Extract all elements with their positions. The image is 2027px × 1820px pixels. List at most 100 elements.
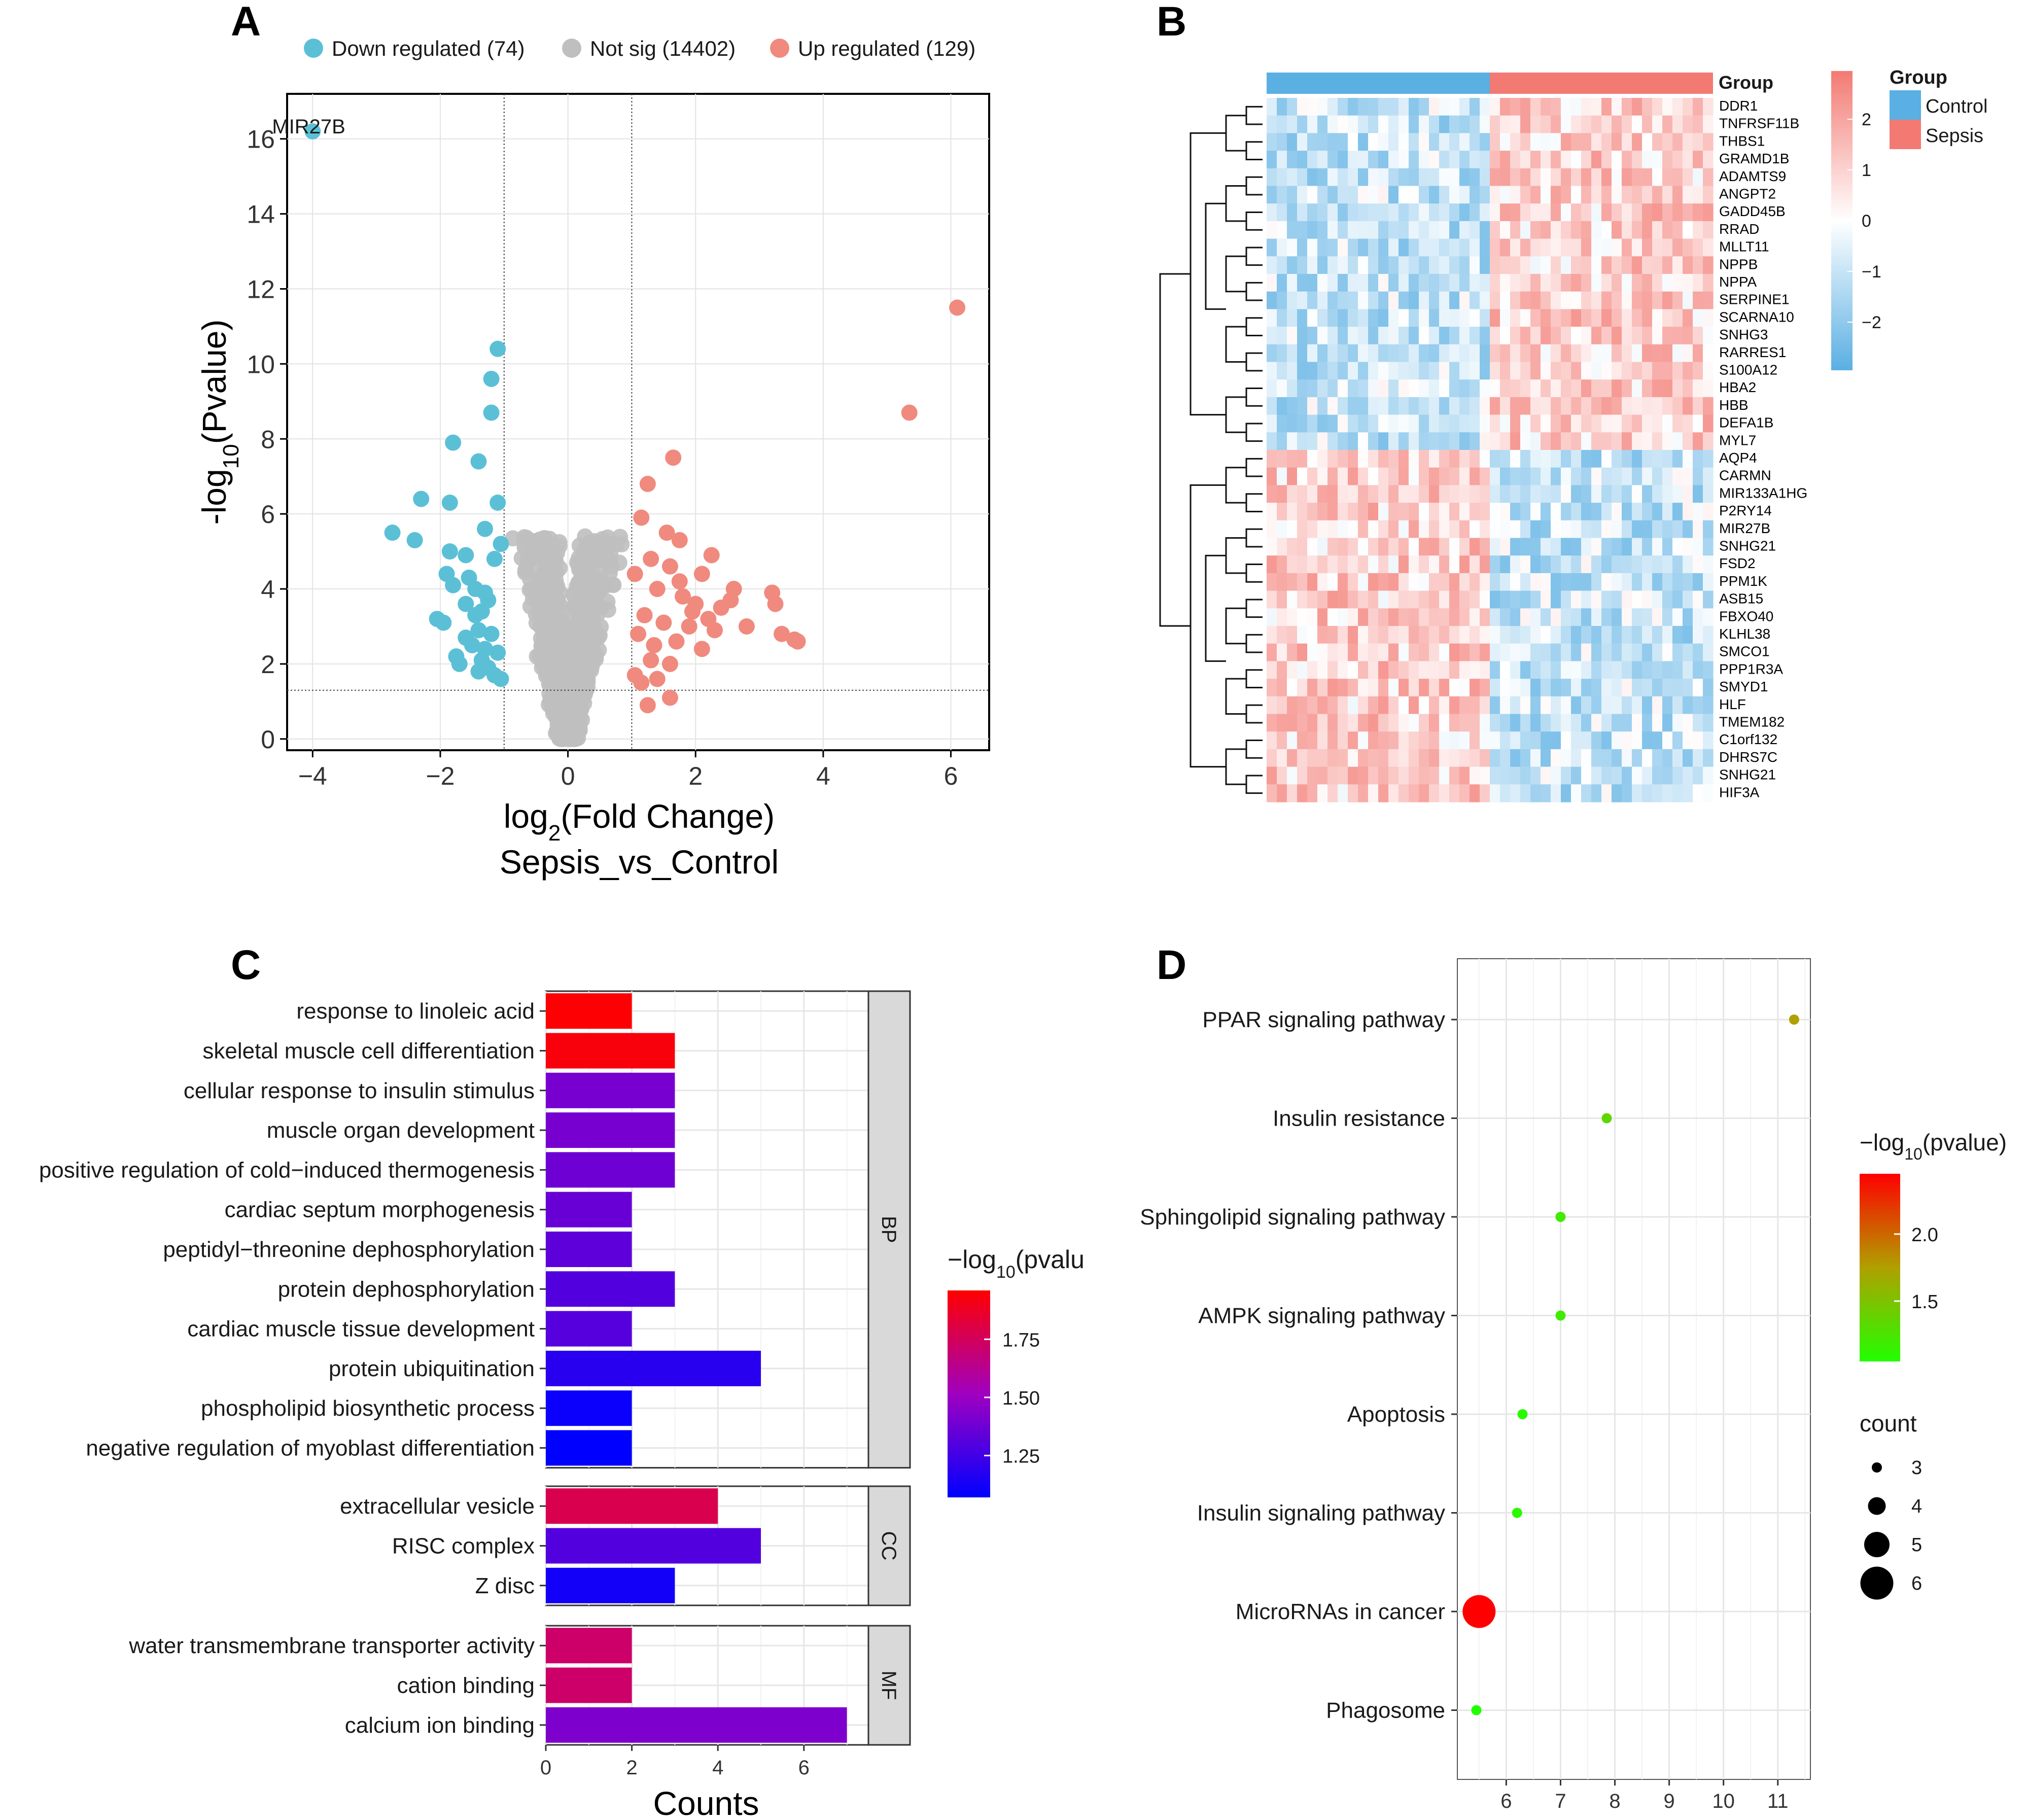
heatmap-cell xyxy=(1551,784,1561,802)
heatmap-cell xyxy=(1368,679,1379,697)
heatmap-cell xyxy=(1571,573,1582,591)
heatmap-cell xyxy=(1429,397,1440,415)
heatmap-cell xyxy=(1530,344,1541,363)
heatmap-cell xyxy=(1683,679,1693,697)
heatmap-cell xyxy=(1541,115,1551,133)
kegg-size-title: count xyxy=(1860,1410,1917,1437)
kegg-x-tick-label: 6 xyxy=(1500,1790,1512,1812)
heatmap-cell xyxy=(1307,133,1318,151)
heatmap-cell xyxy=(1601,784,1612,802)
dendrogram-branch xyxy=(1225,537,1246,574)
heatmap-cell xyxy=(1307,538,1318,556)
heatmap-cell xyxy=(1327,503,1338,521)
heatmap-cell xyxy=(1571,168,1582,187)
up-point xyxy=(649,581,666,598)
heatmap-cell xyxy=(1541,538,1551,556)
heatmap-cell xyxy=(1378,450,1389,468)
heatmap-cell xyxy=(1510,238,1521,257)
heatmap-cell xyxy=(1297,203,1308,222)
heatmap-cell xyxy=(1561,432,1571,450)
heatmap-cell xyxy=(1551,714,1561,732)
heatmap-cell xyxy=(1378,133,1389,151)
heatmap-cell xyxy=(1652,256,1663,274)
heatmap-cell xyxy=(1470,397,1480,415)
heatmap-cell xyxy=(1581,573,1592,591)
heatmap-cell xyxy=(1591,379,1602,398)
go-term-label: negative regulation of myoblast differen… xyxy=(86,1436,535,1460)
up-point xyxy=(661,689,678,706)
heatmap-cell xyxy=(1530,203,1541,222)
go-term-label: extracellular vesicle xyxy=(340,1494,535,1519)
heatmap-cell xyxy=(1672,151,1683,169)
dendrogram-branch xyxy=(1205,554,1226,662)
heatmap-cell xyxy=(1662,503,1673,521)
dendrogram-branch xyxy=(1225,748,1246,785)
heatmap-cell xyxy=(1652,397,1663,415)
heatmap-cell xyxy=(1571,538,1582,556)
heatmap-cell xyxy=(1358,397,1369,415)
heatmap-cell xyxy=(1419,186,1429,204)
heatmap-cell xyxy=(1561,485,1571,503)
heatmap-cell xyxy=(1490,379,1500,398)
heatmap-cell xyxy=(1409,450,1419,468)
heatmap-cell xyxy=(1632,203,1642,222)
heatmap-cell xyxy=(1622,590,1632,609)
heatmap-cell xyxy=(1378,590,1389,609)
heatmap-cell xyxy=(1561,450,1571,468)
heatmap-cell xyxy=(1368,538,1379,556)
go-color-tick-label: 1.25 xyxy=(1002,1446,1040,1467)
heatmap-cell xyxy=(1429,520,1440,539)
heatmap-cell xyxy=(1307,238,1318,257)
heatmap-cell xyxy=(1388,643,1399,661)
heatmap-cell xyxy=(1683,344,1693,363)
heatmap-cell xyxy=(1327,362,1338,380)
heatmap-cell xyxy=(1601,344,1612,363)
heatmap-cell xyxy=(1662,379,1673,398)
heatmap-cell xyxy=(1419,573,1429,591)
heatmap-cell xyxy=(1571,186,1582,204)
heatmap-cell xyxy=(1632,784,1642,802)
heatmap-cell xyxy=(1500,696,1511,715)
heatmap-cell xyxy=(1571,679,1582,697)
heatmap-cell xyxy=(1581,168,1592,187)
heatmap-cell xyxy=(1317,555,1328,574)
heatmap-cell xyxy=(1459,238,1470,257)
heatmap-cell xyxy=(1267,555,1277,574)
heatmap-cell xyxy=(1703,626,1714,644)
heatmap-cell xyxy=(1409,274,1419,292)
heatmap-cell xyxy=(1581,379,1592,398)
heatmap-cell xyxy=(1612,503,1622,521)
heatmap-cell xyxy=(1642,766,1653,785)
heatmap-cell xyxy=(1652,766,1663,785)
heatmap-cell xyxy=(1327,590,1338,609)
heatmap-cell xyxy=(1530,274,1541,292)
heatmap-cell xyxy=(1287,98,1298,116)
heatmap-cell xyxy=(1520,432,1531,450)
kegg-gridlines xyxy=(1457,959,1810,1779)
heatmap-cell xyxy=(1317,238,1328,257)
heatmap-cell xyxy=(1683,362,1693,380)
heatmap-cell xyxy=(1470,432,1480,450)
heatmap-cell xyxy=(1307,151,1318,169)
heatmap-cell xyxy=(1338,115,1348,133)
heatmap-cell xyxy=(1267,327,1277,345)
notsig-point xyxy=(566,587,582,604)
dendrogram-leaf-pair xyxy=(1245,669,1263,688)
heatmap-cell xyxy=(1327,555,1338,574)
down-point xyxy=(384,524,401,541)
heatmap-cell xyxy=(1480,151,1490,169)
heatmap-cell xyxy=(1642,661,1653,679)
heatmap-cell xyxy=(1368,555,1379,574)
volcano-x-ticks: −4 −2 0 2 4 6 xyxy=(298,750,958,790)
heatmap-cell xyxy=(1500,344,1511,363)
heatmap-cell xyxy=(1388,238,1399,257)
go-term-label: muscle organ development xyxy=(267,1118,535,1143)
gene-label: FBXO40 xyxy=(1719,608,1773,624)
heatmap-cell xyxy=(1327,221,1338,239)
heatmap-cell xyxy=(1622,414,1632,433)
heatmap-cell xyxy=(1591,115,1602,133)
heatmap-cell xyxy=(1480,608,1490,626)
heatmap-cell xyxy=(1642,168,1653,187)
